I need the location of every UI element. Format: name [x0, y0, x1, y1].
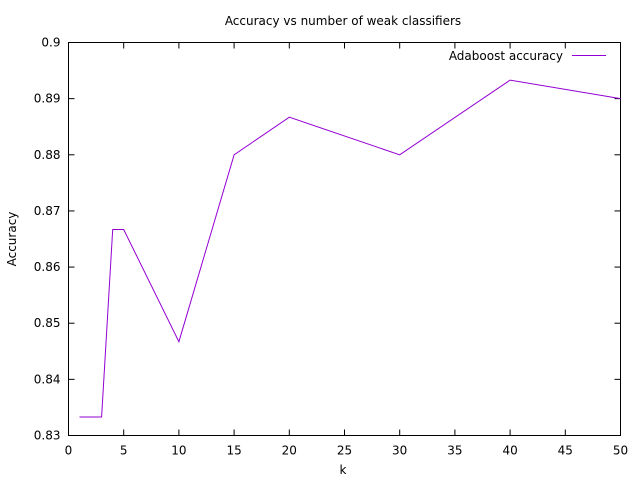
y-tick-label: 0.85: [34, 316, 61, 330]
series-layer: [79, 79, 621, 418]
x-tick-label: 20: [282, 444, 297, 458]
axis-ticks: 0 5 10 15 20 25 30 35 40 45 50 0.83 0.84 0.85 0.86 0.87…: [34, 36, 628, 458]
chart-title: Accuracy vs number of weak classifiers: [225, 14, 461, 28]
y-tick-label: 0.88: [34, 148, 61, 162]
x-axis-label: k: [340, 463, 347, 477]
legend-label: Adaboost accuracy: [449, 49, 563, 63]
x-tick-label: 30: [392, 444, 407, 458]
x-tick-label: 15: [226, 444, 241, 458]
x-tick-label: 45: [558, 444, 573, 458]
y-tick-label: 0.87: [34, 204, 61, 218]
x-tick-label: 35: [447, 444, 462, 458]
y-axis-label: Accuracy: [5, 212, 19, 267]
x-tick-label: 10: [171, 444, 186, 458]
series-line: [79, 79, 621, 418]
y-tick-label: 0.86: [34, 260, 61, 274]
x-tick-label: 0: [65, 444, 73, 458]
y-tick-label: 0.84: [34, 372, 61, 386]
x-tick-label: 5: [120, 444, 128, 458]
y-tick-label: 0.83: [34, 429, 61, 443]
legend: Adaboost accuracy: [449, 49, 606, 63]
x-tick-label: 40: [502, 444, 517, 458]
y-tick-label: 0.9: [41, 36, 60, 50]
y-tick-label: 0.89: [34, 92, 61, 106]
x-tick-label: 25: [337, 444, 352, 458]
plot-frame: [68, 42, 621, 436]
x-tick-label: 50: [613, 444, 628, 458]
